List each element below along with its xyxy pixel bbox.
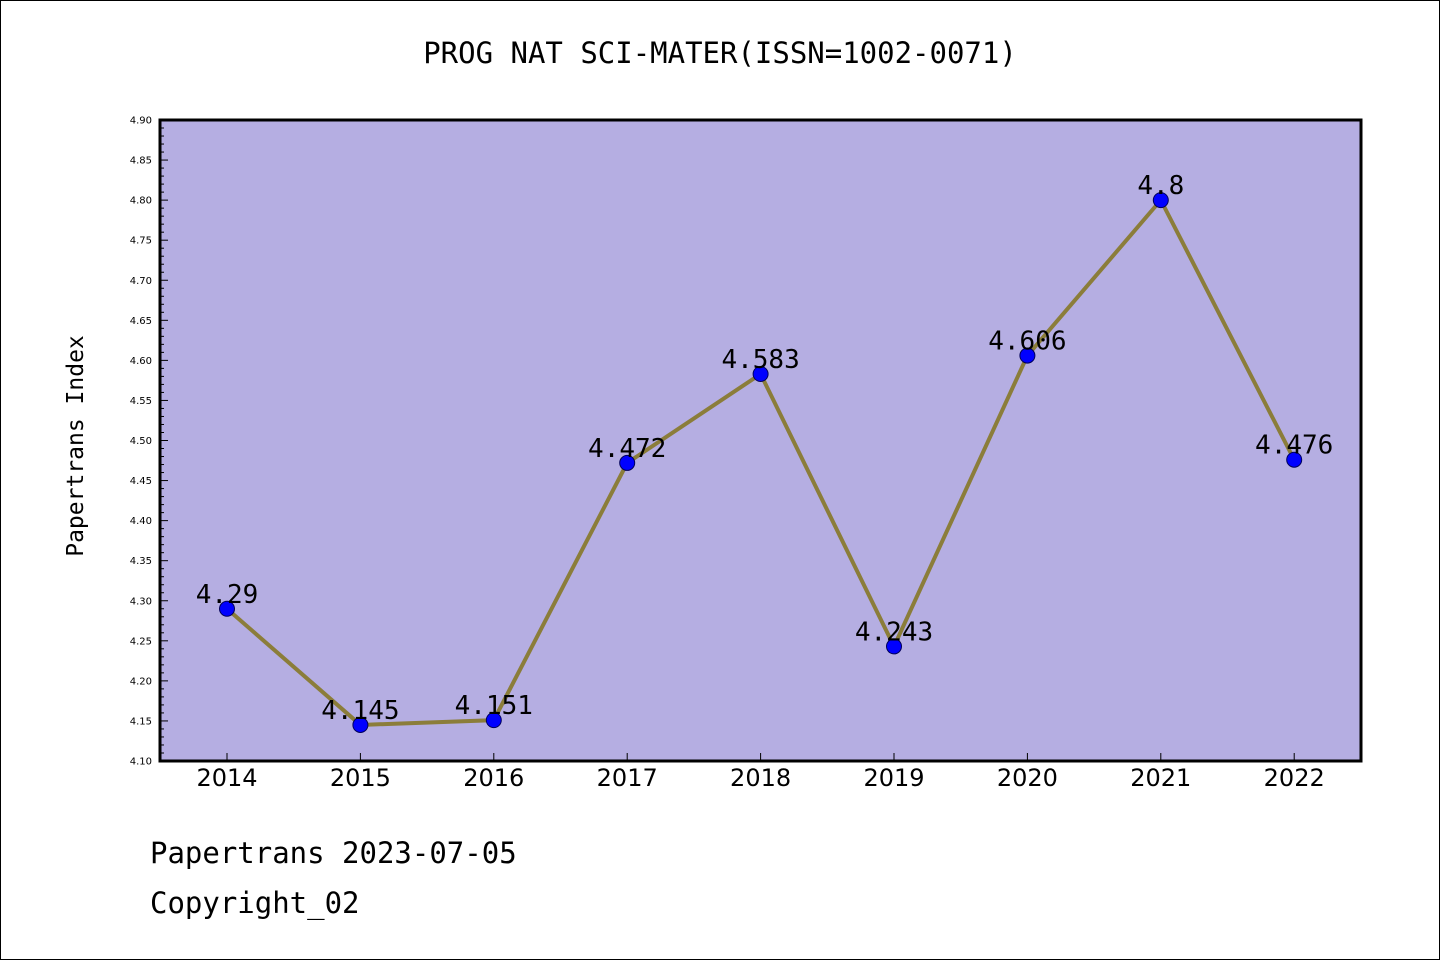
- data-point: [1286, 451, 1303, 468]
- y-tick-label: 4.75: [130, 236, 152, 247]
- data-label: 4.29: [196, 580, 259, 610]
- y-tick-label: 4.90: [130, 116, 152, 127]
- data-label: 4.243: [855, 617, 933, 647]
- data-point: [1019, 347, 1036, 364]
- x-tick-label: 2018: [730, 764, 791, 792]
- y-tick-label: 4.15: [130, 716, 152, 727]
- data-point: [352, 716, 369, 733]
- y-tick-label: 4.50: [130, 436, 152, 447]
- data-label: 4.8: [1137, 171, 1184, 201]
- y-tick-label: 4.80: [130, 196, 152, 207]
- x-tick-label: 2019: [863, 764, 924, 792]
- y-tick-label: 4.85: [130, 156, 152, 167]
- x-tick-label: 2015: [330, 764, 391, 792]
- y-axis-ticks: 4.10 4.15 4.20 4.25 4.30 4.35 4.40 4.45 4.50 4.55…: [130, 116, 168, 768]
- chart-title: PROG NAT SCI-MATER(ISSN=1002-0071): [423, 36, 1017, 70]
- x-tick-label: 2016: [463, 764, 524, 792]
- x-tick-label: 2017: [597, 764, 658, 792]
- y-tick-label: 4.55: [130, 396, 152, 407]
- y-tick-label: 4.10: [130, 757, 152, 768]
- x-axis-ticks: 2014 2015 2016 2017 2018 2019 2020 2021 2022: [196, 753, 1325, 792]
- data-point: [619, 454, 636, 471]
- data-point: [1152, 192, 1169, 209]
- footer-date: Papertrans 2023-07-05: [150, 836, 517, 870]
- data-label: 4.472: [588, 434, 666, 464]
- y-tick-label: 4.30: [130, 596, 152, 607]
- y-tick-label: 4.20: [130, 676, 152, 687]
- x-tick-label: 2022: [1264, 764, 1325, 792]
- series-markers: [219, 192, 1303, 733]
- data-point: [752, 365, 769, 382]
- plot-area: [160, 120, 1361, 761]
- x-tick-label: 2020: [997, 764, 1058, 792]
- data-point: [485, 712, 502, 729]
- y-tick-label: 4.70: [130, 276, 152, 287]
- data-label: 4.583: [721, 345, 799, 375]
- y-tick-label: 4.25: [130, 636, 152, 647]
- data-label: 4.476: [1255, 431, 1333, 461]
- y-tick-label: 4.35: [130, 556, 152, 567]
- data-labels: 4.29 4.145 4.151 4.472 4.583 4.243 4.606 4.8 4.4…: [196, 171, 1334, 726]
- y-tick-label: 4.45: [130, 476, 152, 487]
- y-tick-label: 4.40: [130, 516, 152, 527]
- y-tick-label: 4.65: [130, 316, 152, 327]
- data-label: 4.151: [455, 691, 533, 721]
- plot-border: [158, 118, 1363, 763]
- x-tick-label: 2014: [196, 764, 257, 792]
- data-label: 4.606: [988, 327, 1066, 357]
- x-tick-label: 2021: [1130, 764, 1191, 792]
- data-point: [219, 600, 235, 617]
- data-point: [886, 638, 902, 655]
- y-tick-label: 4.60: [130, 356, 152, 367]
- data-label: 4.145: [321, 696, 399, 726]
- footer-copyright: Copyright_02: [150, 886, 360, 920]
